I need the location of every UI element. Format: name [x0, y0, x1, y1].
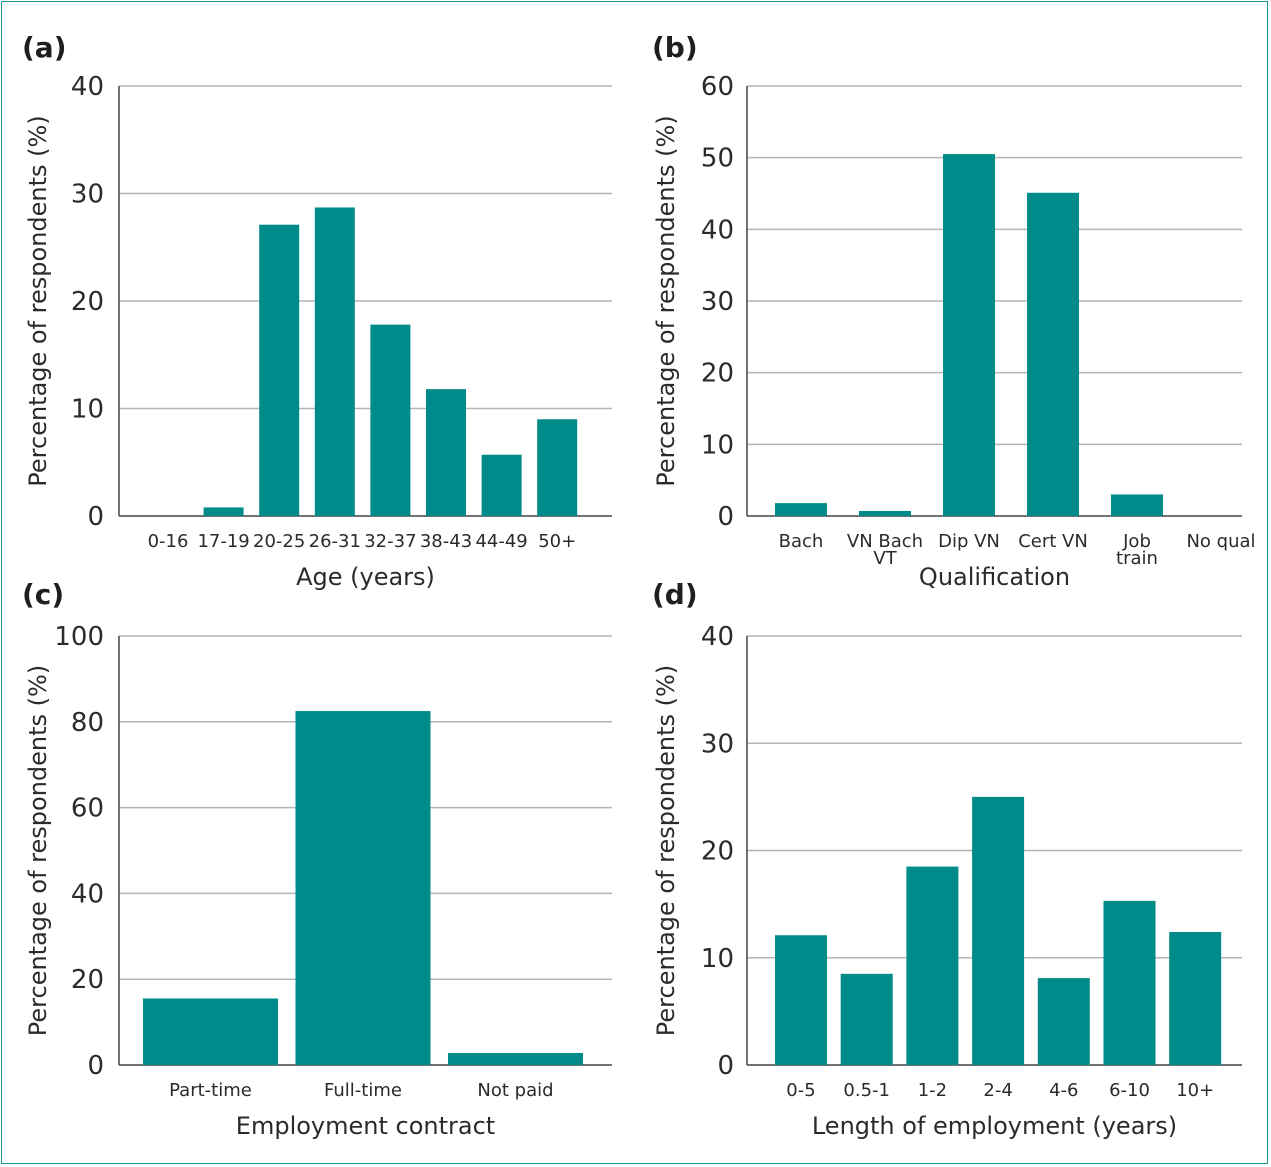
bar-not-paid	[448, 1052, 583, 1065]
bar-0-5	[775, 935, 827, 1065]
y-tick-label: 0	[87, 1051, 104, 1081]
x-tick-label: 20-25	[253, 531, 305, 552]
x-tick-label: 50+	[538, 531, 576, 552]
y-tick-label: 0	[717, 502, 734, 532]
bar-vn-bach-vt	[859, 510, 911, 516]
bar-0-5-1	[840, 973, 893, 1065]
y-tick-label: 10	[71, 395, 104, 425]
x-tick-label: Bach	[779, 531, 824, 552]
chart-panel-0: (a) 0 10 20 30 40 0-16 17-19 20-25 26-31 32-37 38-4…	[22, 31, 612, 591]
x-tick-label: VN Bach VT	[847, 531, 923, 569]
panel-label: (d)	[652, 578, 698, 611]
x-axis-title: Age (years)	[296, 563, 435, 591]
y-tick-label: 10	[701, 944, 734, 974]
bar-10-	[1169, 932, 1222, 1065]
y-tick-label: 10	[701, 430, 734, 460]
y-tick-label: 0	[717, 1051, 734, 1081]
x-tick-label: Dip VN	[938, 531, 1000, 552]
x-tick-label: Cert VN	[1018, 531, 1088, 552]
panel-label: (b)	[652, 31, 698, 64]
x-tick-label: Not paid	[477, 1080, 553, 1101]
bar-bach	[775, 503, 827, 516]
x-axis-title: Length of employment (years)	[812, 1112, 1177, 1140]
chart-panel-1: (b) 0 10 20 30 40 50 60 Bach VN Bach VT Dip VN Cert …	[652, 31, 1256, 591]
x-tick-label: 26-31	[309, 531, 361, 552]
y-tick-label: 30	[701, 287, 734, 317]
bar-44-49	[481, 454, 522, 516]
y-tick-label: 30	[71, 180, 104, 210]
bar-1-2	[906, 866, 959, 1065]
x-tick-label: 0-16	[148, 531, 189, 552]
bar-part-time	[143, 998, 278, 1065]
y-tick-label: 40	[71, 879, 104, 909]
x-tick-label: Part-time	[169, 1080, 252, 1101]
x-tick-label: 38-43	[420, 531, 472, 552]
bar-dip-vn	[943, 154, 995, 517]
bar-4-6	[1037, 978, 1090, 1065]
x-tick-label: 0-5	[786, 1080, 815, 1101]
bar-38-43	[426, 389, 466, 516]
x-tick-label: 10+	[1176, 1080, 1214, 1101]
x-axis-title: Qualification	[919, 563, 1070, 591]
x-tick-label: 4-6	[1049, 1080, 1078, 1101]
bar-20-25	[259, 224, 300, 517]
y-tick-label: 40	[71, 72, 104, 102]
y-axis-title: Percentage of respondents (%)	[652, 665, 680, 1036]
panel-label: (c)	[22, 578, 64, 611]
y-axis-title: Percentage of respondents (%)	[652, 115, 680, 486]
bar-2-4	[972, 796, 1025, 1065]
panel-label: (a)	[22, 31, 67, 64]
y-tick-label: 30	[701, 729, 734, 759]
bar-6-10	[1103, 900, 1156, 1065]
bar-17-19	[203, 507, 244, 516]
bar-50-	[537, 419, 578, 516]
y-tick-label: 20	[701, 837, 734, 867]
bar-cert-vn	[1027, 192, 1079, 517]
y-tick-label: 0	[87, 502, 104, 532]
x-tick-label: 44-49	[475, 531, 527, 552]
x-tick-label: 17-19	[197, 531, 249, 552]
x-tick-label: No qual	[1186, 531, 1255, 552]
chart-panel-3: (d) 0 10 20 30 40 0-5 0.5-1 1-2 2-4 4-6 6-10 10+ Leng…	[652, 578, 1242, 1140]
x-tick-label: 32-37	[364, 531, 416, 552]
x-tick-label: 2-4	[983, 1080, 1012, 1101]
y-axis-title: Percentage of respondents (%)	[24, 665, 52, 1036]
bar-full-time	[295, 711, 431, 1065]
y-tick-label: 60	[71, 794, 104, 824]
bar-32-37	[370, 324, 411, 516]
y-tick-label: 80	[71, 708, 104, 738]
x-tick-label: 6-10	[1109, 1080, 1150, 1101]
x-tick-label: 0.5-1	[843, 1080, 890, 1101]
x-tick-label: Full-time	[324, 1080, 402, 1101]
y-tick-label: 50	[701, 144, 734, 174]
y-tick-label: 20	[71, 965, 104, 995]
bar-job-train	[1111, 494, 1163, 516]
y-tick-label: 40	[701, 622, 734, 652]
y-tick-label: 20	[701, 359, 734, 389]
y-axis-title: Percentage of respondents (%)	[24, 115, 52, 486]
x-axis-title: Employment contract	[236, 1112, 495, 1140]
bar-26-31	[314, 207, 355, 516]
y-tick-label: 100	[54, 622, 104, 652]
y-tick-label: 60	[701, 72, 734, 102]
y-tick-label: 20	[71, 287, 104, 317]
chart-panel-2: (c) 0 20 40 60 80 100 Part-time Full-time Not pai…	[22, 578, 612, 1140]
x-tick-label: 1-2	[918, 1080, 947, 1101]
y-tick-label: 40	[701, 215, 734, 245]
x-tick-label: Job train	[1116, 531, 1158, 569]
